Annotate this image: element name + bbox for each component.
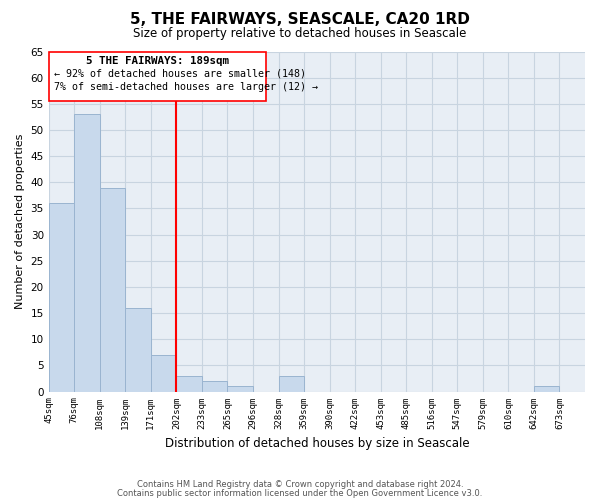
Text: ← 92% of detached houses are smaller (148): ← 92% of detached houses are smaller (14… [54, 68, 306, 78]
Bar [176, 376, 202, 392]
Text: 5, THE FAIRWAYS, SEASCALE, CA20 1RD: 5, THE FAIRWAYS, SEASCALE, CA20 1RD [130, 12, 470, 28]
Bar [534, 386, 559, 392]
Bar [125, 308, 151, 392]
X-axis label: Distribution of detached houses by size in Seascale: Distribution of detached houses by size … [164, 437, 469, 450]
Bar [151, 355, 176, 392]
Bar [100, 188, 125, 392]
Bar [202, 381, 227, 392]
Bar [227, 386, 253, 392]
Text: Size of property relative to detached houses in Seascale: Size of property relative to detached ho… [133, 28, 467, 40]
FancyBboxPatch shape [49, 52, 266, 101]
Text: Contains public sector information licensed under the Open Government Licence v3: Contains public sector information licen… [118, 488, 482, 498]
Text: 5 THE FAIRWAYS: 189sqm: 5 THE FAIRWAYS: 189sqm [86, 56, 229, 66]
Y-axis label: Number of detached properties: Number of detached properties [15, 134, 25, 309]
Bar [278, 376, 304, 392]
Bar [49, 203, 74, 392]
Text: 7% of semi-detached houses are larger (12) →: 7% of semi-detached houses are larger (1… [54, 82, 318, 92]
Text: Contains HM Land Registry data © Crown copyright and database right 2024.: Contains HM Land Registry data © Crown c… [137, 480, 463, 489]
Bar [74, 114, 100, 392]
